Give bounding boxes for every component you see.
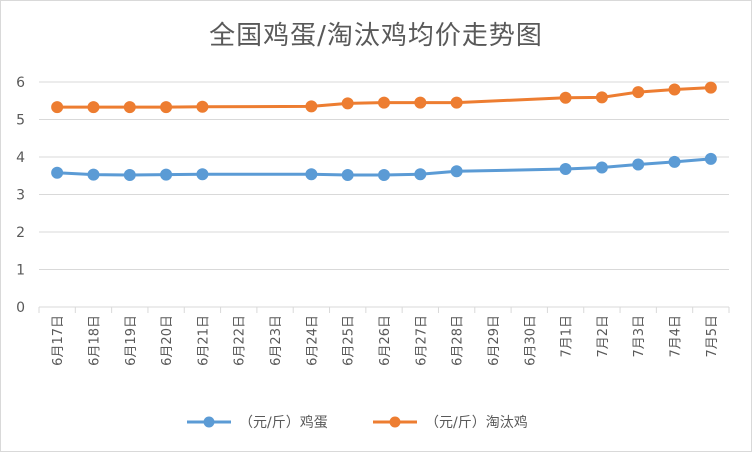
series-point-2: [87, 101, 100, 114]
x-tick-label: 7月2日: [596, 315, 611, 358]
legend-marker-2: [389, 416, 401, 428]
series-point-1: [87, 168, 100, 181]
x-tick-label: 6月24日: [305, 315, 320, 366]
x-tick-label: 6月27日: [414, 315, 429, 366]
series-point-2: [341, 97, 354, 110]
series-point-1: [414, 168, 427, 181]
x-tick-label: 6月30日: [523, 315, 538, 366]
x-tick-label: 6月25日: [342, 315, 357, 366]
series-point-1: [378, 169, 390, 181]
series-point-2: [595, 91, 608, 104]
x-tick-label: 7月3日: [632, 315, 647, 358]
legend-label-1: （元/斤）鸡蛋: [239, 414, 328, 431]
series-point-2: [704, 81, 717, 94]
chart-title: 全国鸡蛋/淘汰鸡均价走势图: [209, 21, 543, 51]
series-point-1: [632, 158, 645, 171]
x-tick-label: 7月1日: [560, 315, 575, 358]
x-tick-label: 6月19日: [124, 315, 139, 366]
series-point-2: [450, 96, 463, 109]
series-point-1: [305, 168, 318, 181]
x-tick-label: 6月17日: [51, 315, 66, 366]
y-tick-label: 6: [16, 75, 25, 91]
series-point-1: [559, 163, 572, 175]
series-point-2: [123, 101, 136, 114]
x-tick-label: 6月18日: [87, 315, 102, 366]
x-tick-label: 6月22日: [233, 315, 248, 366]
y-tick-label: 1: [16, 263, 25, 279]
y-tick-label: 0: [16, 300, 25, 316]
y-tick-label: 2: [16, 225, 25, 241]
legend-marker-1: [203, 416, 215, 428]
x-tick-label: 6月20日: [160, 315, 175, 366]
series-point-2: [414, 96, 427, 109]
series-point-1: [123, 169, 136, 181]
series-point-1: [196, 168, 209, 181]
series-point-1: [450, 165, 463, 178]
y-tick-label: 5: [16, 113, 25, 129]
series-point-2: [51, 101, 64, 114]
series-point-2: [668, 83, 681, 96]
series-point-1: [341, 169, 354, 181]
series-point-1: [704, 152, 717, 165]
y-tick-label: 4: [16, 150, 25, 166]
series-point-2: [632, 86, 645, 99]
series-point-1: [51, 166, 64, 179]
y-tick-label: 3: [16, 188, 25, 204]
x-tick-label: 7月5日: [705, 315, 720, 358]
x-tick-label: 6月26日: [378, 315, 393, 366]
x-tick-label: 6月29日: [487, 315, 502, 366]
x-tick-label: 6月21日: [196, 315, 211, 366]
x-tick-label: 6月28日: [451, 315, 466, 366]
legend-label-2: （元/斤）淘汰鸡: [425, 414, 528, 431]
series-point-2: [559, 91, 572, 104]
x-tick-label: 7月4日: [669, 315, 684, 358]
series-point-2: [305, 100, 318, 113]
series-point-1: [595, 161, 608, 174]
series-point-2: [378, 96, 390, 109]
x-tick-label: 6月23日: [269, 315, 284, 366]
series-point-1: [160, 168, 173, 181]
series-point-2: [196, 100, 209, 113]
series-point-1: [668, 155, 681, 168]
series-point-2: [160, 101, 173, 114]
